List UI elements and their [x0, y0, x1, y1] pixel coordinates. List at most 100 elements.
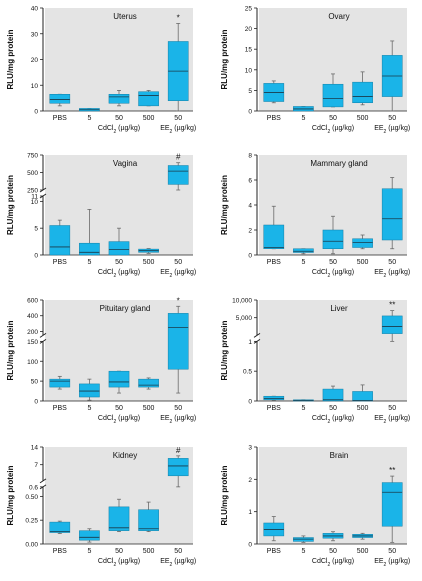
y-tick-label: 0: [248, 253, 252, 260]
box: [108, 370, 130, 388]
box-0: [263, 516, 285, 542]
box-2: [108, 498, 130, 533]
group-label-cdcl2: CdCl2 (µg/kg): [98, 125, 140, 135]
y-axis-label: RLU/mg protein: [6, 175, 15, 235]
x-tick-label: 5: [87, 548, 91, 555]
significance-mark: *: [177, 296, 180, 305]
x-tick-label: 500: [357, 548, 369, 555]
group-label-ee2: EE2 (µg/kg): [160, 558, 196, 568]
box: [352, 81, 373, 104]
y-tick-label: 0.50: [25, 494, 38, 501]
x-tick-label: 500: [143, 405, 155, 412]
box-4: *: [167, 296, 189, 394]
x-tick-label: 50: [115, 548, 123, 555]
box-1: [79, 209, 100, 256]
box: [79, 383, 100, 398]
y-axis-label: RLU/mg protein: [220, 465, 229, 525]
x-tick-label: 50: [329, 405, 337, 412]
panel-title: Brain: [330, 451, 349, 460]
axis-break-mark: [39, 332, 47, 338]
panel-uterus: Uterus 0 10 20 30 40 RLU/mg protein PBS 5 50 500 * 5…: [6, 6, 196, 136]
panel-brain: Brain 0 1 2 3 RLU/mg protein PBS 5 50 500 ** 50 CdCl…: [220, 445, 410, 569]
box-1: [293, 399, 314, 402]
box-0: [49, 375, 71, 390]
panel-kidney: Kidney 0.00 0.25 0.50 0.6 7 14 RLU/mg protein PB…: [6, 445, 196, 569]
box: [49, 225, 71, 256]
box: [79, 530, 100, 541]
box: [263, 224, 285, 249]
box: [49, 378, 71, 388]
x-tick-label: 50: [329, 115, 337, 122]
group-label-ee2: EE2 (µg/kg): [374, 558, 410, 568]
y-tick-label: 750: [27, 153, 38, 160]
box: [49, 521, 71, 533]
x-tick-label: 50: [115, 405, 123, 412]
y-tick-label: 5: [248, 88, 252, 95]
x-tick-label: 5: [301, 405, 305, 412]
y-tick-label: 20: [245, 26, 253, 33]
box-4: **: [381, 466, 403, 543]
x-tick-label: 50: [115, 115, 123, 122]
group-label-cdcl2: CdCl2 (µg/kg): [312, 415, 354, 425]
x-tick-label: 50: [174, 115, 182, 122]
y-tick-label: 40: [31, 6, 39, 13]
box-0: [49, 219, 71, 256]
box: [167, 165, 189, 185]
y-tick-label: 4: [248, 203, 252, 210]
y-tick-label: 0: [248, 542, 252, 549]
box-2: [108, 370, 130, 394]
x-tick-label: 50: [174, 259, 182, 266]
x-tick-label: 500: [143, 548, 155, 555]
x-tick-label: 50: [115, 259, 123, 266]
y-axis-label: RLU/mg protein: [6, 465, 15, 525]
y-tick-label: 6: [248, 178, 252, 185]
group-label-cdcl2: CdCl2 (µg/kg): [98, 415, 140, 425]
x-tick-label: PBS: [267, 548, 281, 555]
y-axis-label: RLU/mg protein: [220, 175, 229, 235]
y-tick-label: 600: [27, 298, 38, 305]
box-1: [293, 535, 314, 543]
group-label-cdcl2: CdCl2 (µg/kg): [312, 558, 354, 568]
x-tick-label: 50: [388, 115, 396, 122]
significance-mark: *: [177, 13, 180, 22]
y-tick-label: 100: [27, 359, 38, 366]
x-tick-label: 50: [329, 259, 337, 266]
group-label-cdcl2: CdCl2 (µg/kg): [98, 558, 140, 568]
x-tick-label: PBS: [267, 405, 281, 412]
significance-mark: #: [176, 153, 181, 162]
box: [108, 506, 130, 531]
box-1: [79, 108, 100, 112]
box-2: [108, 90, 130, 107]
box-3: [352, 532, 373, 540]
box: [352, 238, 373, 248]
y-tick-label: 400: [27, 313, 38, 320]
box: [293, 248, 314, 253]
box: [167, 458, 189, 477]
group-label-ee2: EE2 (µg/kg): [160, 269, 196, 279]
y-tick-label: 7: [34, 462, 38, 469]
box: [108, 241, 130, 256]
y-tick-label: 10: [31, 199, 39, 206]
y-tick-label: 5,000: [236, 315, 253, 322]
x-tick-label: 500: [143, 115, 155, 122]
y-tick-label: 250: [27, 188, 38, 195]
y-tick-label: 2: [248, 228, 252, 235]
panel-title: Vagina: [113, 159, 138, 168]
x-tick-label: 500: [357, 115, 369, 122]
y-tick-label: 0: [248, 109, 252, 116]
x-tick-label: 500: [143, 259, 155, 266]
y-tick-label: 0: [248, 399, 252, 406]
group-label-cdcl2: CdCl2 (µg/kg): [312, 125, 354, 135]
panel-title: Kidney: [113, 451, 137, 460]
box: [138, 91, 159, 107]
box-3: [138, 248, 159, 254]
y-tick-label: 3: [248, 445, 252, 452]
box-4: **: [381, 301, 403, 342]
y-tick-label: 15: [245, 47, 253, 54]
y-tick-label: 0.5: [243, 369, 252, 376]
box-2: [108, 227, 130, 256]
x-tick-label: 5: [87, 115, 91, 122]
y-tick-label: 11: [31, 194, 38, 201]
